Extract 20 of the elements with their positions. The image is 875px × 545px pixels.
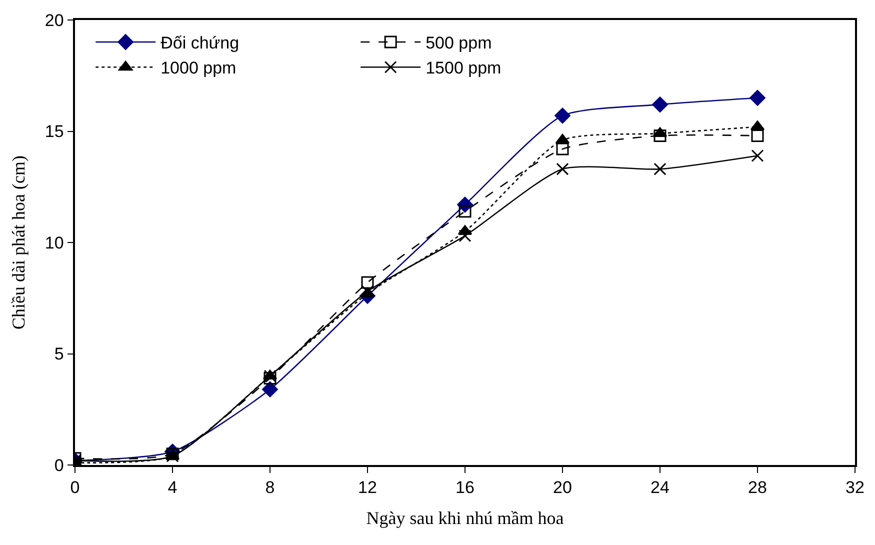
y-axis-title: Chiều dài phát hoa (cm) bbox=[8, 156, 29, 330]
x-tick-label: 16 bbox=[456, 478, 474, 498]
x-tick-label: 32 bbox=[846, 478, 864, 498]
y-tick-label: 0 bbox=[54, 456, 64, 475]
legend-label: Đối chứng bbox=[160, 34, 240, 53]
x-tick-label: 28 bbox=[748, 478, 767, 498]
y-tick-label: 5 bbox=[54, 344, 64, 364]
x-axis-title: Ngày sau khi nhú mầm hoa bbox=[366, 508, 564, 528]
legend-label: 1000 ppm bbox=[160, 58, 236, 78]
y-tick-label: 15 bbox=[44, 122, 64, 142]
y-tick-label: 10 bbox=[44, 233, 64, 252]
legend-label: 1500 ppm bbox=[426, 58, 502, 78]
x-tick-label: 24 bbox=[650, 478, 670, 498]
x-tick-label: 12 bbox=[358, 478, 377, 498]
y-tick-label: 20 bbox=[44, 10, 64, 30]
x-tick-label: 0 bbox=[70, 478, 80, 498]
x-tick-label: 8 bbox=[265, 478, 275, 498]
legend-label: 500 ppm bbox=[426, 34, 492, 53]
x-tick-label: 20 bbox=[553, 478, 572, 498]
x-tick-label: 4 bbox=[168, 478, 178, 498]
